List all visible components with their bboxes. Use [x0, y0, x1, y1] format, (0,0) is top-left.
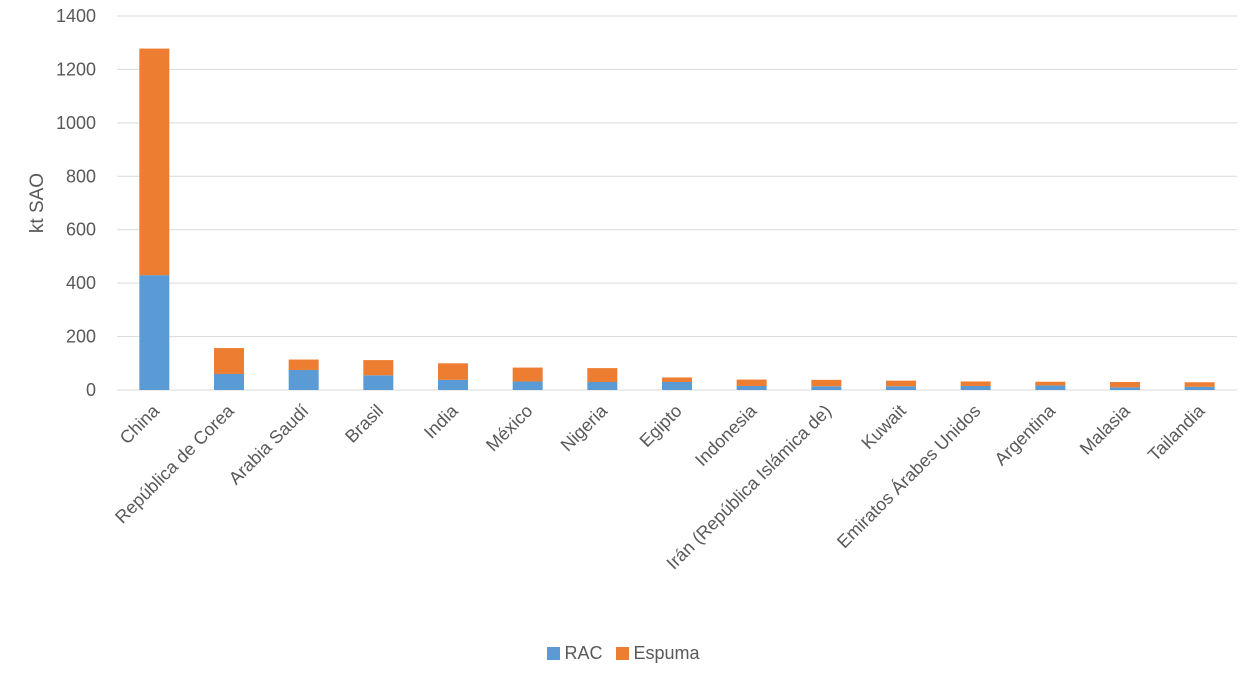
bar-segment-rac — [438, 379, 468, 390]
bar-segment-rac — [214, 373, 244, 390]
y-tick-label: 800 — [66, 166, 96, 186]
bar-segment-rac — [512, 381, 543, 390]
bar-segment-rac — [288, 369, 319, 390]
bar-segment-rac — [587, 381, 618, 390]
bar-segment-rac — [886, 386, 916, 390]
x-tick-label: Emiratos Árabes Unidos — [833, 401, 984, 552]
legend-item-rac: RAC — [547, 643, 602, 664]
legend-item-espuma: Espuma — [616, 643, 700, 664]
x-tick-label: Brasil — [341, 401, 387, 447]
bars — [139, 48, 1215, 390]
x-tick-label: Irán (República Islámica de) — [663, 401, 836, 574]
bar-segment-espuma — [587, 368, 618, 382]
x-tick-label: Kuwait — [857, 401, 909, 453]
y-tick-label: 1200 — [56, 59, 96, 79]
bar-segment-rac — [662, 381, 692, 390]
bar-segment-espuma — [214, 348, 244, 374]
legend: RAC Espuma — [0, 643, 1247, 664]
legend-swatch-rac — [547, 647, 561, 660]
bar-segment-espuma — [139, 48, 170, 276]
bar-segment-espuma — [662, 377, 692, 382]
bar-segment-espuma — [288, 359, 319, 370]
x-tick-label: Egipto — [636, 401, 686, 451]
bar-segment-espuma — [811, 379, 842, 387]
x-tick-label: China — [116, 400, 164, 448]
x-tick-label: Malasia — [1076, 400, 1135, 459]
y-tick-label: 600 — [66, 220, 96, 240]
bar-segment-espuma — [1035, 381, 1066, 386]
legend-label-espuma: Espuma — [633, 643, 700, 663]
bar-segment-espuma — [512, 367, 543, 382]
bar-segment-rac — [363, 375, 394, 390]
bar-segment-rac — [1184, 386, 1215, 390]
bar-segment-rac — [1035, 385, 1066, 390]
legend-label-rac: RAC — [564, 643, 603, 663]
bar-segment-espuma — [363, 360, 394, 376]
x-tick-label: México — [482, 401, 536, 455]
y-axis-ticks: 0 200 400 600 800 1000 1200 1400 — [56, 6, 96, 400]
bar-segment-rac — [960, 385, 991, 390]
legend-swatch-espuma — [616, 647, 630, 660]
y-tick-label: 0 — [86, 380, 96, 400]
x-tick-label: Argentina — [991, 400, 1060, 469]
bar-segment-rac — [1110, 387, 1140, 390]
bar-segment-espuma — [1184, 382, 1215, 387]
bar-segment-espuma — [438, 363, 468, 380]
x-tick-label: Indonesia — [691, 400, 761, 470]
y-tick-label: 200 — [66, 327, 96, 347]
bar-segment-espuma — [736, 379, 767, 386]
y-tick-label: 1000 — [56, 113, 96, 133]
x-tick-label: Tailandia — [1144, 400, 1209, 465]
y-tick-label: 1400 — [56, 6, 96, 26]
bar-segment-espuma — [886, 380, 916, 387]
y-tick-label: 400 — [66, 273, 96, 293]
x-tick-label: Nigeria — [557, 400, 612, 455]
x-tick-label: India — [420, 400, 462, 442]
bar-segment-rac — [139, 275, 170, 390]
x-tick-label: Arabia Saudí — [225, 401, 313, 489]
bar-segment-rac — [736, 385, 767, 390]
y-axis-label: kt SAO — [27, 173, 48, 233]
bar-segment-rac — [811, 386, 842, 390]
bar-segment-espuma — [1110, 381, 1140, 388]
gridlines — [117, 15, 1237, 391]
bar-segment-espuma — [960, 381, 991, 386]
